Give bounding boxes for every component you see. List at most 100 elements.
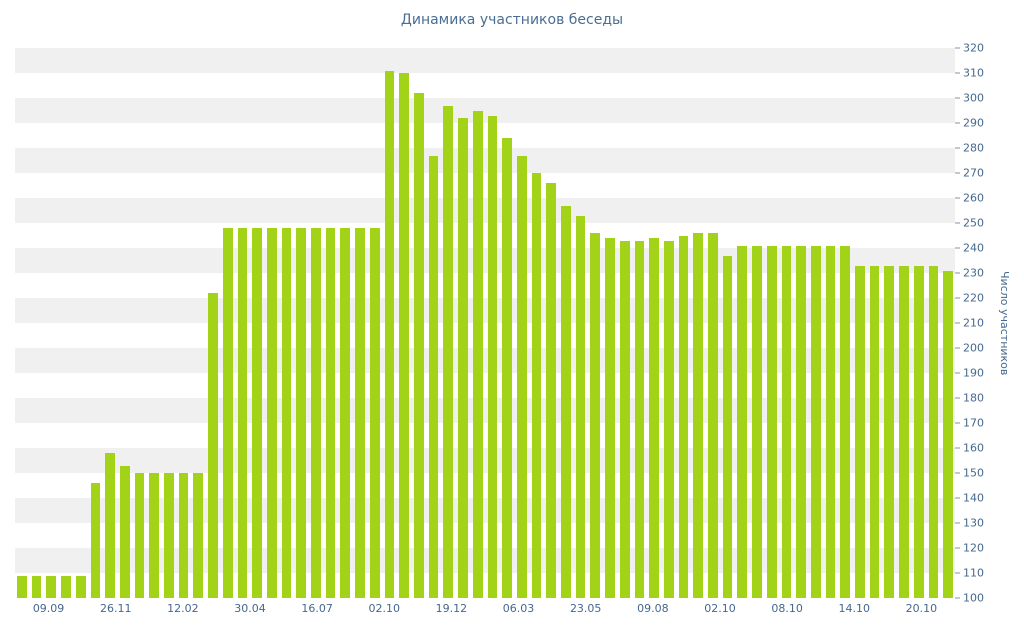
participants-bar[interactable]: [31, 575, 42, 598]
participants-bar[interactable]: [678, 235, 689, 598]
participants-bar[interactable]: [252, 228, 262, 598]
y-axis-tick-mark: [955, 422, 960, 424]
x-axis-tick-label: 19.12: [435, 602, 468, 615]
participants-bar[interactable]: [869, 265, 880, 598]
participants-bar[interactable]: [193, 473, 204, 598]
y-axis-tick-mark: [955, 72, 960, 74]
participants-bar[interactable]: [737, 245, 748, 598]
y-axis-tick-mark: [955, 122, 960, 124]
y-axis-tick-mark: [955, 147, 960, 149]
participants-bar[interactable]: [355, 228, 365, 598]
participants-bar[interactable]: [413, 93, 424, 598]
participants-bar[interactable]: [840, 245, 851, 598]
participants-bar[interactable]: [502, 138, 512, 598]
y-axis-tick-label: 150: [955, 468, 984, 479]
y-axis-tick-mark: [955, 522, 960, 524]
participants-bar[interactable]: [472, 110, 483, 598]
participants-bar[interactable]: [458, 118, 468, 598]
participants-bar[interactable]: [105, 453, 115, 598]
y-axis-tick-mark: [955, 597, 960, 599]
y-axis-tick-label: 170: [955, 418, 984, 429]
participants-bar[interactable]: [237, 228, 248, 598]
y-axis-tick-mark: [955, 97, 960, 99]
participants-bar[interactable]: [428, 155, 439, 598]
plot-area: [15, 48, 955, 598]
participants-bar[interactable]: [340, 228, 351, 598]
participants-bar[interactable]: [766, 245, 777, 598]
participants-bar[interactable]: [369, 228, 380, 598]
y-axis-tick-mark: [955, 547, 960, 549]
participants-bar[interactable]: [605, 238, 615, 598]
background-stripe: [15, 98, 955, 123]
participants-bar[interactable]: [134, 473, 145, 598]
y-axis-tick-label: 220: [955, 293, 984, 304]
participants-bar[interactable]: [899, 265, 909, 598]
chart-title: Динамика участников беседы: [400, 12, 624, 28]
participants-bar[interactable]: [722, 255, 733, 598]
participants-bar[interactable]: [17, 575, 27, 598]
participants-bar[interactable]: [164, 473, 174, 598]
y-axis-tick-label: 320: [955, 43, 984, 54]
y-axis-tick-label: 260: [955, 193, 984, 204]
x-axis-tick-label: 06.03: [502, 602, 535, 615]
y-axis-tick-mark: [955, 472, 960, 474]
participants-bar[interactable]: [561, 205, 571, 598]
y-axis-tick-label: 290: [955, 118, 984, 129]
y-axis-tick-mark: [955, 47, 960, 49]
participants-bar[interactable]: [487, 115, 498, 598]
y-axis-tick-mark: [955, 497, 960, 499]
participants-bar[interactable]: [208, 293, 218, 598]
participants-bar[interactable]: [325, 228, 336, 598]
y-axis-tick-label: 120: [955, 543, 984, 554]
participants-bar[interactable]: [884, 265, 895, 598]
participants-bar[interactable]: [913, 265, 924, 598]
participants-bar[interactable]: [649, 238, 659, 598]
participants-bar[interactable]: [575, 215, 586, 598]
y-axis-tick-label: 110: [955, 568, 984, 579]
y-axis-tick-mark: [955, 297, 960, 299]
participants-bar[interactable]: [590, 233, 601, 598]
participants-bar[interactable]: [531, 173, 542, 598]
participants-bar[interactable]: [311, 228, 321, 598]
y-axis-tick-label: 240: [955, 243, 984, 254]
participants-bar[interactable]: [693, 233, 704, 598]
participants-bar[interactable]: [943, 270, 953, 598]
participants-bar[interactable]: [384, 70, 395, 598]
participants-bar[interactable]: [119, 465, 130, 598]
participants-bar[interactable]: [825, 245, 836, 598]
participants-bar[interactable]: [708, 233, 718, 598]
y-axis-tick-mark: [955, 397, 960, 399]
y-axis-tick-label: 140: [955, 493, 984, 504]
x-axis-tick-label: 09.08: [637, 602, 669, 615]
participants-bar[interactable]: [222, 228, 233, 598]
participants-bar[interactable]: [810, 245, 821, 598]
y-axis-tick-label: 280: [955, 143, 984, 154]
participants-bar[interactable]: [443, 105, 454, 598]
participants-bar[interactable]: [149, 473, 160, 598]
participants-bar[interactable]: [546, 183, 557, 598]
participants-bar[interactable]: [90, 483, 101, 598]
participants-bar[interactable]: [619, 240, 630, 598]
participants-bar[interactable]: [75, 575, 86, 598]
y-axis-tick-mark: [955, 197, 960, 199]
participants-bar[interactable]: [178, 473, 189, 598]
participants-bar[interactable]: [61, 575, 71, 598]
participants-bar[interactable]: [296, 228, 307, 598]
y-axis-tick-mark: [955, 172, 960, 174]
participants-bar[interactable]: [634, 240, 645, 598]
participants-bar[interactable]: [928, 265, 939, 598]
participants-bar[interactable]: [781, 245, 792, 598]
y-axis-tick-label: 270: [955, 168, 984, 179]
participants-bar[interactable]: [281, 228, 292, 598]
y-axis-tick-label: 100: [955, 593, 984, 604]
participants-bar[interactable]: [266, 228, 277, 598]
participants-bar[interactable]: [855, 265, 865, 598]
participants-bar[interactable]: [752, 245, 762, 598]
participants-bar[interactable]: [46, 575, 57, 598]
participants-bar[interactable]: [796, 245, 806, 598]
x-axis-tick-label: 26.11: [99, 602, 132, 615]
y-axis-tick-mark: [955, 572, 960, 574]
participants-bar[interactable]: [663, 240, 674, 598]
participants-bar[interactable]: [399, 73, 409, 598]
participants-bar[interactable]: [516, 155, 527, 598]
